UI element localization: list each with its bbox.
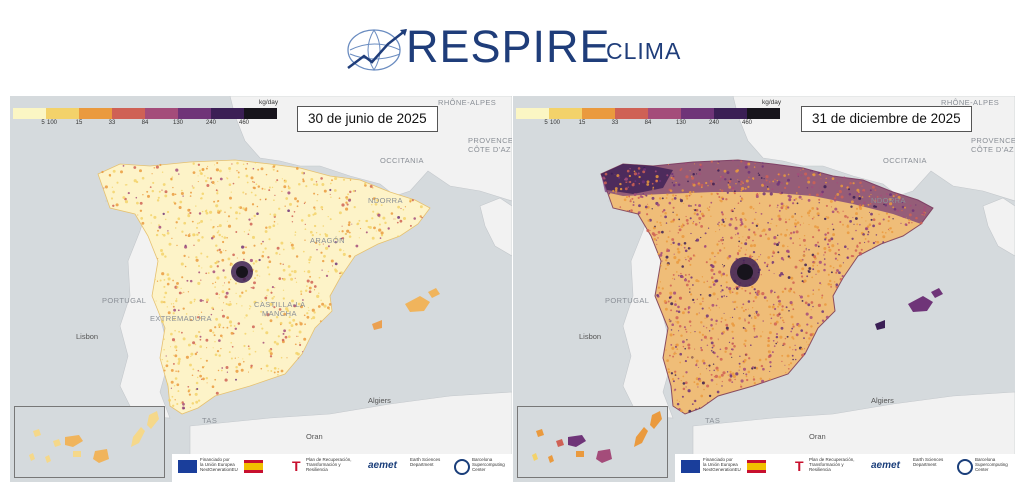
legend-swatch: [648, 108, 681, 119]
region-label: CASTILLA-LA: [254, 300, 306, 309]
brand-name: RESPIRE: [406, 21, 611, 72]
eu-flag-icon: [178, 460, 197, 473]
earth-sciences-text: Earth Sciences Department: [913, 457, 944, 467]
region-label: RHÔNE-ALPES: [941, 98, 1000, 107]
region-label: CÔTE D'AZ: [971, 145, 1014, 154]
legend-tick: 33: [611, 120, 619, 126]
legend-tick: 33: [108, 120, 116, 126]
region-label: RHÔNE-ALPES: [438, 98, 497, 107]
region-label: OCCITANIA: [380, 156, 424, 165]
legend-tick: 84: [644, 120, 652, 126]
city-label: Oran: [306, 432, 323, 441]
legend-bar: [516, 108, 780, 119]
legend-tick: 240: [708, 120, 720, 126]
date-label: 30 de junio de 2025: [297, 106, 438, 132]
aemet-logo: aemet: [368, 460, 397, 471]
city-label: Algiers: [871, 396, 894, 405]
funders-bar: Financiado por la Unión Europea NextGenera…: [675, 454, 1015, 482]
bsc-logo-icon: [454, 459, 470, 475]
legend-tick: 100: [549, 120, 561, 126]
legend-bar: [13, 108, 277, 119]
spain-flag-icon: [244, 460, 263, 473]
prtr-text: Plan de Recuperación, Transformación y Re…: [809, 457, 855, 472]
region-label: NDORRA: [368, 196, 403, 205]
map-panel-june: kg/day 5 100 15 33 84 130 240 460 30 de …: [10, 96, 512, 482]
eu-funding-text: Financiado por la Unión Europea NextGenera…: [200, 457, 238, 472]
legend-tick: 84: [141, 120, 149, 126]
emissions-map-december[interactable]: [513, 96, 1015, 482]
bsc-text: Barcelona Supercomputing Center: [472, 457, 505, 472]
brand-sub: CLIMA: [606, 38, 682, 64]
date-label: 31 de diciembre de 2025: [801, 106, 972, 132]
aemet-logo: aemet: [871, 460, 900, 471]
legend-tick: 15: [75, 120, 83, 126]
globe-icon: [347, 29, 407, 71]
eu-flag-icon: [681, 460, 700, 473]
canary-islands-inset: [14, 406, 165, 478]
city-label: Lisbon: [579, 332, 602, 341]
eu-funding-text: Financiado por la Unión Europea NextGenera…: [703, 457, 741, 472]
legend-unit: kg/day: [259, 99, 279, 106]
legend-swatch: [714, 108, 747, 119]
prtr-text: Plan de Recuperación, Transformación y Re…: [306, 457, 352, 472]
legend-tick: 5: [41, 120, 45, 126]
bsc-text: Barcelona Supercomputing Center: [975, 457, 1008, 472]
legend-tick: 5: [544, 120, 548, 126]
legend-swatch: [244, 108, 277, 119]
legend-swatch: [13, 108, 46, 119]
legend-tick: 460: [741, 120, 753, 126]
region-label: PROVENCE-A: [468, 136, 512, 145]
color-legend: kg/day 5 100 15 33 84 130 240 460: [13, 99, 279, 129]
legend-unit: kg/day: [762, 99, 782, 106]
spain-flag-icon: [747, 460, 766, 473]
legend-tick: 15: [578, 120, 586, 126]
prtr-logo-icon: T: [292, 458, 301, 474]
legend-swatch: [178, 108, 211, 119]
region-label: PROVENCE-A: [971, 136, 1015, 145]
region-label: ARAGÓN: [310, 236, 345, 245]
region-label: EXTREMADURA: [150, 314, 212, 323]
header: RESPIRE CLIMA: [0, 0, 1032, 92]
legend-swatch: [145, 108, 178, 119]
legend-swatch: [582, 108, 615, 119]
legend-tick: 100: [46, 120, 58, 126]
legend-swatch: [516, 108, 549, 119]
region-label: CÔTE D'AZ: [468, 145, 511, 154]
funders-bar: Financiado por la Unión Europea NextGenera…: [172, 454, 512, 482]
region-label: OCCITANIA: [883, 156, 927, 165]
city-label: Lisbon: [76, 332, 99, 341]
region-label: NDORRA: [871, 196, 906, 205]
legend-swatch: [112, 108, 145, 119]
region-label: MANCHA: [262, 309, 297, 318]
legend-swatch: [211, 108, 244, 119]
legend-swatch: [681, 108, 714, 119]
earth-sciences-text: Earth Sciences Department: [410, 457, 441, 467]
legend-swatch: [79, 108, 112, 119]
map-panel-december: kg/day 5 100 15 33 84 130 240 460 31 de …: [513, 96, 1015, 482]
legend-swatch: [46, 108, 79, 119]
legend-tick: 240: [205, 120, 217, 126]
canary-islands-inset: [517, 406, 668, 478]
legend-tick: 130: [172, 120, 184, 126]
legend-swatch: [549, 108, 582, 119]
city-label: Algiers: [368, 396, 391, 405]
region-label: TAS: [705, 416, 721, 425]
bsc-logo-icon: [957, 459, 973, 475]
legend-tick: 130: [675, 120, 687, 126]
country-label: PORTUGAL: [605, 296, 650, 305]
legend-tick: 460: [238, 120, 250, 126]
region-label: TAS: [202, 416, 218, 425]
prtr-logo-icon: T: [795, 458, 804, 474]
legend-swatch: [747, 108, 780, 119]
city-label: Oran: [809, 432, 826, 441]
country-label: PORTUGAL: [102, 296, 147, 305]
respire-clima-logo: RESPIRE CLIMA: [344, 18, 689, 76]
legend-swatch: [615, 108, 648, 119]
color-legend: kg/day 5 100 15 33 84 130 240 460: [516, 99, 782, 129]
